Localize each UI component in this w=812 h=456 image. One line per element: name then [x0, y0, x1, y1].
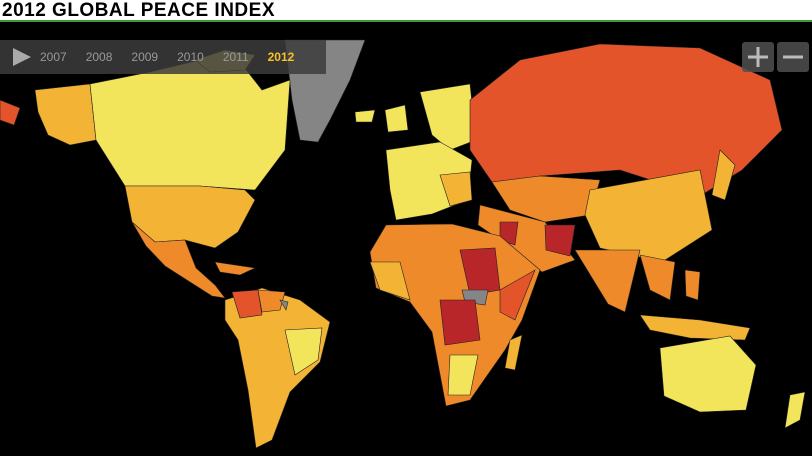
year-button[interactable]: 2012: [267, 50, 295, 64]
timeline: 2007 2008 2009 2010 2011 2012: [0, 40, 326, 74]
west-africa: [369, 261, 411, 301]
southern-africa: [447, 354, 479, 396]
iraq: [499, 221, 519, 246]
southeast-asia: [639, 254, 676, 301]
colombia: [231, 289, 263, 319]
east-russia-edge: [0, 99, 21, 126]
year-button[interactable]: 2011: [222, 50, 249, 64]
australia: [659, 335, 757, 413]
philippines: [684, 269, 701, 301]
canada: [89, 59, 291, 191]
indonesia: [639, 314, 751, 341]
new-zealand: [784, 391, 806, 429]
russia: [469, 43, 783, 197]
eastern-europe: [439, 171, 473, 207]
scandinavia: [419, 83, 477, 151]
world-map: [0, 39, 806, 449]
year-list: 2007 2008 2009 2010 2011 2012: [40, 50, 313, 64]
mexico: [131, 221, 226, 299]
madagascar: [504, 334, 523, 371]
iceland: [354, 109, 376, 123]
uk: [384, 104, 409, 133]
venezuela: [257, 289, 286, 313]
year-button[interactable]: 2008: [85, 50, 113, 64]
brazil-east: [284, 327, 323, 376]
play-button[interactable]: [0, 40, 40, 74]
guiana: [279, 299, 289, 311]
title-bar: 2012 GLOBAL PEACE INDEX: [0, 0, 812, 22]
title: 2012 GLOBAL PEACE INDEX: [2, 0, 276, 21]
caribbean: [214, 261, 257, 276]
japan: [711, 149, 736, 201]
zoom-in[interactable]: [742, 42, 774, 72]
afghanistan: [544, 224, 576, 257]
year-button[interactable]: 2010: [177, 50, 204, 64]
india: [574, 249, 641, 313]
year-button[interactable]: 2009: [131, 50, 159, 64]
south-america: [224, 287, 331, 449]
china: [584, 169, 713, 263]
zoom-out[interactable]: [777, 42, 809, 72]
alaska: [34, 83, 97, 146]
somalia: [499, 269, 536, 321]
drc: [439, 299, 481, 346]
year-button[interactable]: 2007: [40, 50, 67, 64]
